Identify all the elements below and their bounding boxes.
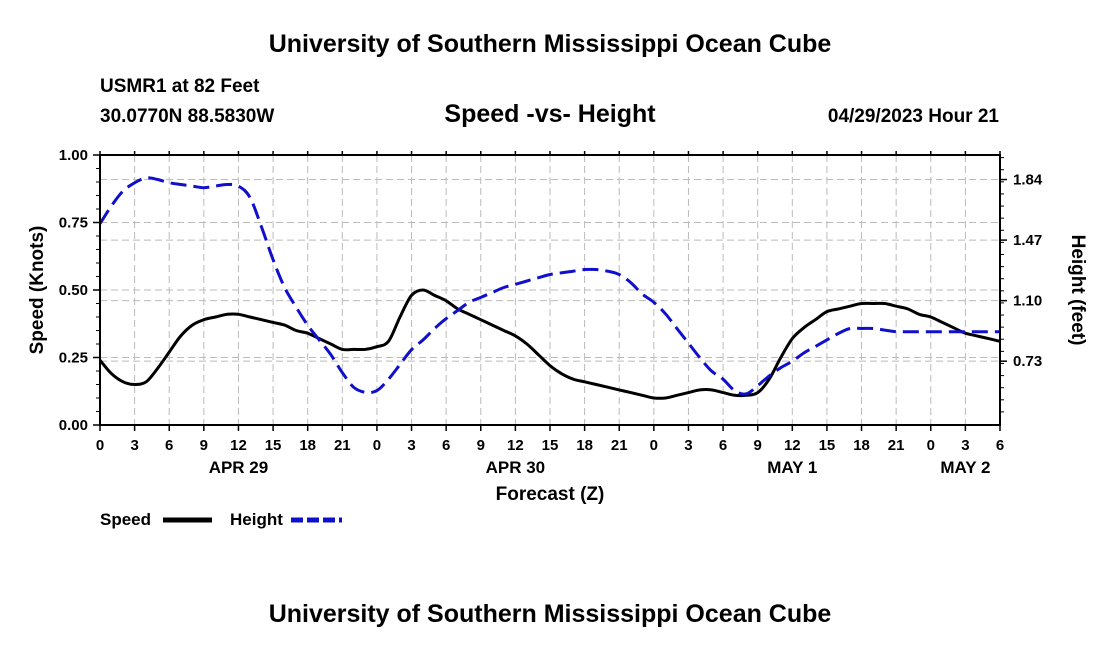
y-tick-label: 0.00 <box>59 417 88 434</box>
x-tick-label: 6 <box>442 437 450 454</box>
speed-series-line <box>98 288 1001 400</box>
x-tick-label: 3 <box>684 437 692 454</box>
x-tick-label: 15 <box>542 437 559 454</box>
x-day-label: MAY 2 <box>940 458 990 477</box>
x-tick-label: 18 <box>853 437 870 454</box>
x-tick-label: 0 <box>373 437 381 454</box>
axes: 0 3 6 9 12 15 18 21 0 3 6 9 12 15 18 21 0 3 6 9 12 15 18 21 0 3 6 A… <box>59 147 1043 477</box>
x-tick-label: 21 <box>611 437 628 454</box>
x-tick-label: 6 <box>996 437 1004 454</box>
x-tick-label: 12 <box>507 437 524 454</box>
y2-tick-label: 1.84 <box>1013 172 1043 189</box>
x-day-label: MAY 1 <box>767 458 817 477</box>
x-tick-label: 3 <box>130 437 138 454</box>
x-tick-label: 9 <box>477 437 485 454</box>
x-tick-label: 0 <box>927 437 935 454</box>
y2-tick-label: 1.47 <box>1013 232 1042 249</box>
x-day-label: APR 29 <box>209 458 269 477</box>
x-tick-label: 18 <box>299 437 316 454</box>
y-tick-label: 0.50 <box>59 282 88 299</box>
main-title: University of Southern Mississippi Ocean… <box>268 30 832 58</box>
y2-tick-label: 1.10 <box>1013 293 1042 310</box>
x-day-label: APR 30 <box>486 458 546 477</box>
y-axis-title: Speed (Knots) <box>27 226 48 355</box>
y2-tick-label: 0.73 <box>1013 353 1042 370</box>
x-tick-label: 3 <box>961 437 969 454</box>
y-tick-label: 0.25 <box>59 350 88 367</box>
x-tick-label: 3 <box>407 437 415 454</box>
footer-title: University of Southern Mississippi Ocean… <box>268 600 832 628</box>
x-tick-label: 12 <box>784 437 801 454</box>
x-tick-label: 21 <box>334 437 351 454</box>
x-tick-label: 6 <box>165 437 173 454</box>
legend-height-label: Height <box>230 510 283 529</box>
x-tick-label: 6 <box>719 437 727 454</box>
station-label: USMR1 at 82 Feet <box>100 76 260 97</box>
y-tick-label: 1.00 <box>59 147 88 164</box>
chart-title: Speed -vs- Height <box>444 100 656 128</box>
x-tick-label: 9 <box>200 437 208 454</box>
x-axis-title: Forecast (Z) <box>496 484 605 505</box>
legend-speed-label: Speed <box>100 510 151 529</box>
y-tick-label: 0.75 <box>59 215 88 232</box>
x-tick-label: 21 <box>888 437 905 454</box>
x-tick-label: 18 <box>576 437 593 454</box>
forecast-timestamp: 04/29/2023 Hour 21 <box>827 106 999 127</box>
legend: Speed Height <box>100 510 342 529</box>
x-tick-label: 9 <box>754 437 762 454</box>
grid <box>100 155 1000 425</box>
x-tick-label: 0 <box>96 437 104 454</box>
station-coordinates: 30.0770N 88.5830W <box>100 106 275 127</box>
x-tick-label: 15 <box>819 437 836 454</box>
x-tick-label: 0 <box>650 437 658 454</box>
x-tick-label: 12 <box>230 437 247 454</box>
x-tick-label: 15 <box>265 437 282 454</box>
y2-axis-title: Height (feet) <box>1067 235 1088 346</box>
series-layer <box>98 176 1001 400</box>
height-series-line <box>98 176 1000 396</box>
